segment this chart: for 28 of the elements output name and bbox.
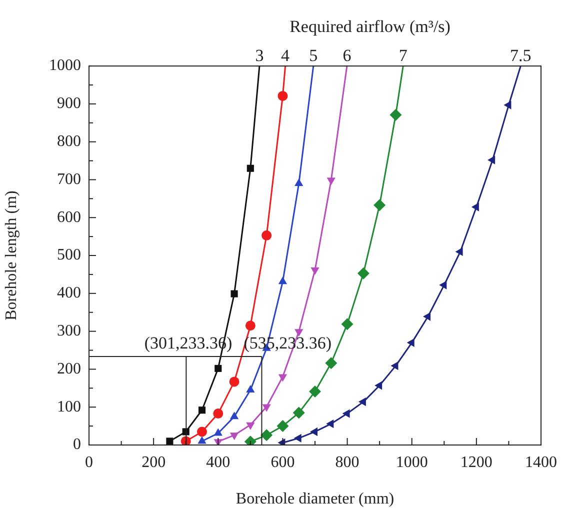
series-label: 7 (398, 46, 408, 65)
x-axis-title: Borehole diameter (mm) (236, 490, 394, 508)
y-tick-label: 300 (57, 322, 81, 340)
series-label: 7.5 (510, 46, 532, 65)
y-tick-label: 800 (57, 133, 81, 150)
y-tick-label: 1000 (49, 57, 81, 74)
y-tick-label: 600 (57, 208, 81, 226)
legend-title: Required airflow (m³/s) (290, 16, 450, 36)
series-label: 3 (255, 46, 264, 65)
y-tick-label: 0 (73, 436, 81, 454)
y-tick-label: 200 (57, 360, 81, 378)
y-tick-label: 400 (57, 284, 81, 302)
y-tick-label: 700 (57, 170, 81, 188)
series-label: 6 (342, 46, 352, 65)
x-tick-label: 800 (335, 454, 360, 471)
series-label: 5 (309, 46, 318, 65)
series-label: 4 (281, 46, 290, 65)
x-tick-label: 1400 (525, 454, 557, 471)
y-tick-label: 900 (57, 95, 81, 112)
x-tick-label: 1000 (396, 454, 428, 471)
x-tick-label: 600 (270, 454, 295, 471)
y-tick-label: 100 (57, 398, 81, 416)
x-tick-label: 1200 (460, 454, 492, 471)
x-tick-label: 400 (206, 454, 230, 471)
y-tick-label: 500 (57, 246, 81, 264)
x-tick-label: 200 (142, 454, 166, 471)
y-axis-title: Borehole length (m) (2, 190, 20, 320)
x-tick-label: 0 (85, 454, 93, 471)
